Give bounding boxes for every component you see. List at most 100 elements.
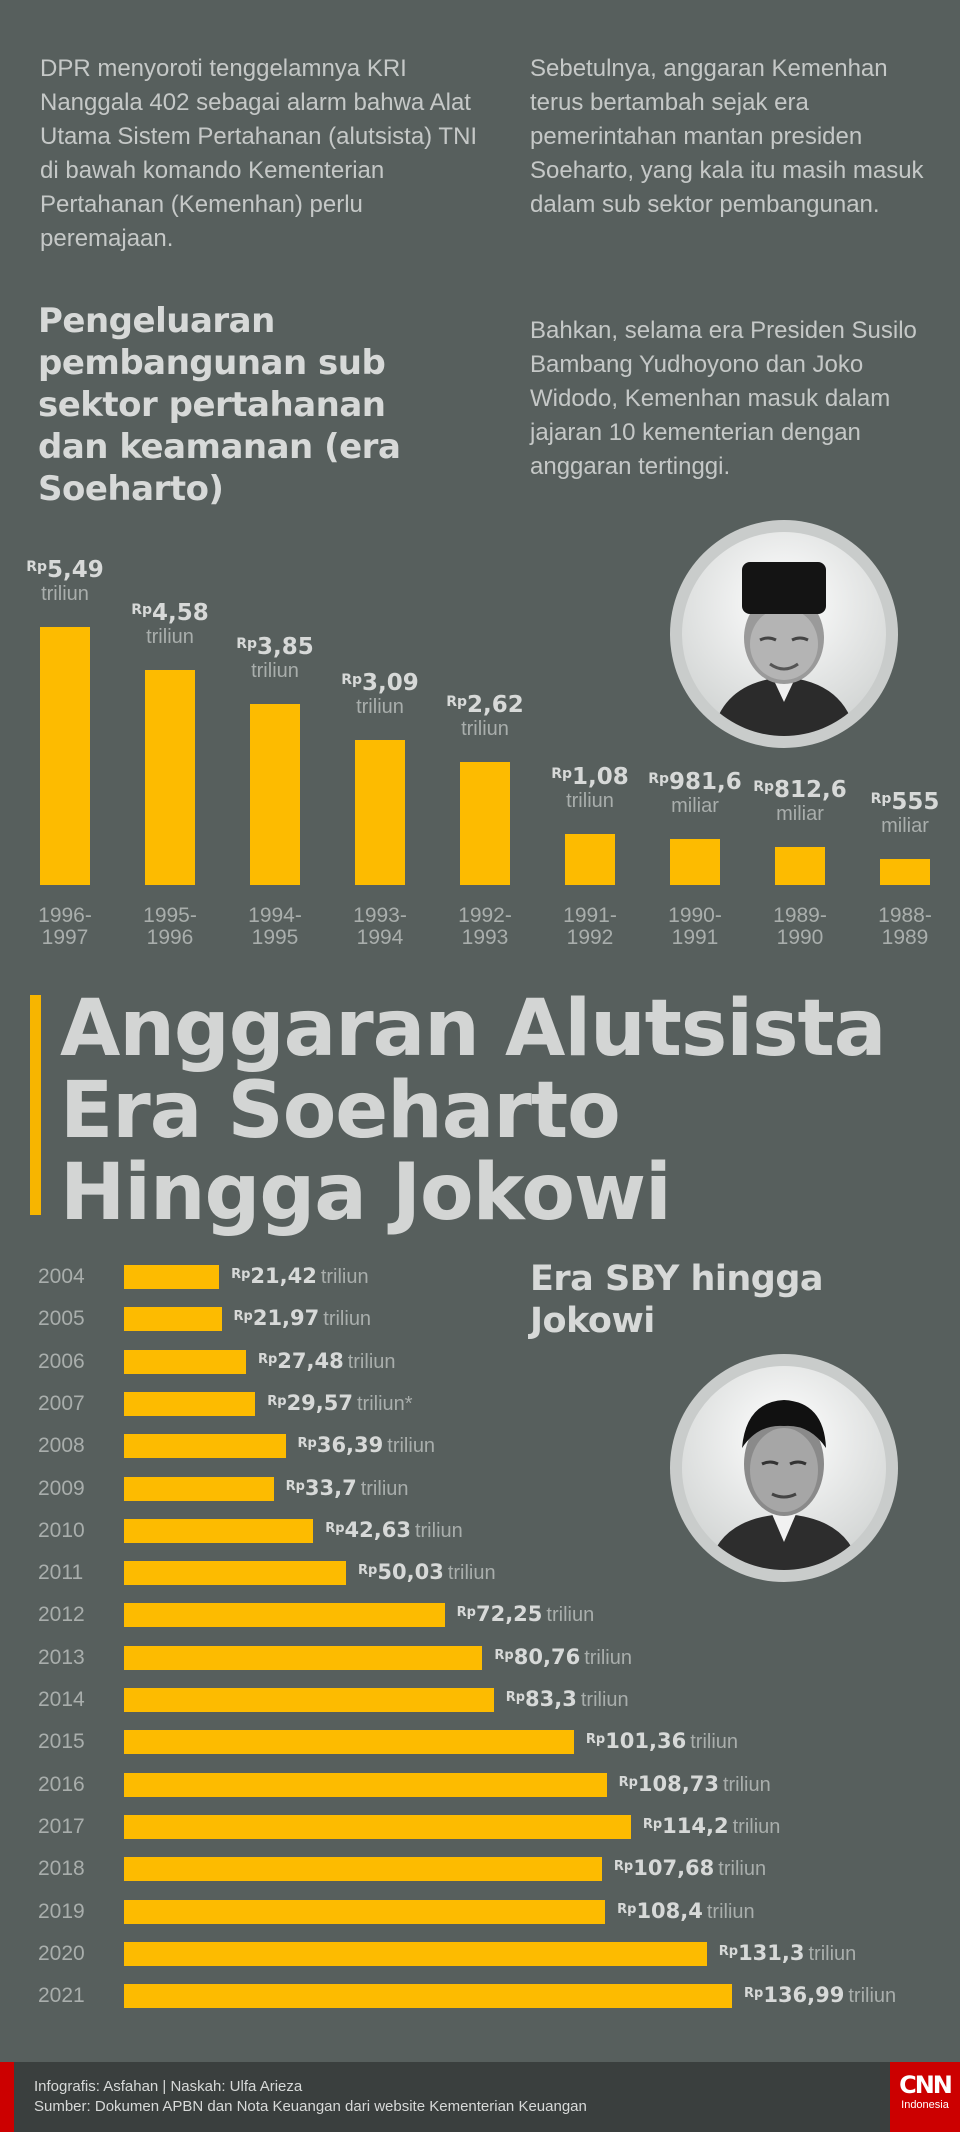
value-text: 812,6	[774, 776, 847, 803]
y-tick-label: 2005	[38, 1307, 85, 1331]
bar-value-label: Rp36,39 triliun	[298, 1432, 436, 1460]
soeharto-portrait	[670, 520, 898, 748]
value-text: 29,57	[286, 1390, 353, 1415]
bar	[250, 704, 300, 885]
unit-text: miliar	[776, 802, 824, 825]
currency-prefix: Rp	[551, 766, 573, 783]
soeharto-bar-chart: Rp5,49 triliun 1996- 1997 Rp4,58 triliun 1995…	[0, 540, 960, 960]
jokowi-portrait	[670, 1354, 898, 1582]
x-tick-label: 1994- 1995	[248, 904, 302, 949]
bar-value-label: Rp42,63 triliun	[325, 1517, 463, 1545]
title-accent-bar	[30, 995, 41, 1215]
currency-prefix: Rp	[236, 636, 258, 653]
bar	[124, 1730, 574, 1755]
bar	[124, 1307, 222, 1332]
y-tick-label: 2018	[38, 1857, 85, 1881]
value-text: 136,99	[763, 1983, 845, 2008]
unit-text: triliun	[732, 1815, 781, 1838]
value-text: 4,58	[152, 599, 209, 626]
unit-text: triliun	[690, 1731, 739, 1754]
value-text: 83,3	[525, 1687, 577, 1711]
unit-text: triliun	[580, 1689, 629, 1711]
unit-text: triliun	[447, 1562, 496, 1585]
bar	[124, 1434, 286, 1459]
bar-value-label: Rp107,68 triliun	[614, 1855, 766, 1883]
bar	[880, 858, 930, 885]
intro-paragraph-left: DPR menyoroti tenggelamnya KRI Nanggala …	[40, 55, 478, 252]
unit-text: miliar	[881, 814, 929, 837]
soeharto-portrait-illustration	[682, 532, 886, 736]
cnn-logo-subtext: Indonesia	[901, 2099, 949, 2111]
value-text: 114,2	[662, 1813, 729, 1838]
bar-value-label: Rp3,85 triliun	[215, 634, 335, 682]
unit-text: triliun	[566, 790, 614, 813]
bar-value-label: Rp1,08 triliun	[530, 764, 650, 812]
currency-prefix: Rp	[358, 1563, 378, 1579]
bar-value-label: Rp21,97 triliun	[234, 1305, 372, 1333]
bar-value-label: Rp114,2 triliun	[643, 1813, 781, 1841]
bar-value-label: Rp812,6 miliar	[740, 777, 860, 825]
y-tick-label: 2008	[38, 1434, 85, 1458]
currency-prefix: Rp	[642, 1816, 663, 1832]
y-tick-label: 2007	[38, 1391, 85, 1415]
bar	[124, 1349, 246, 1374]
value-text: 27,48	[277, 1348, 344, 1373]
value-text: 108,73	[637, 1771, 719, 1796]
currency-prefix: Rp	[233, 1309, 253, 1325]
unit-text: triliun	[360, 1477, 409, 1500]
bar	[460, 761, 510, 885]
bar	[670, 838, 720, 885]
bar-value-label: Rp131,3 triliun	[719, 1940, 857, 1968]
currency-prefix: Rp	[613, 1859, 634, 1875]
y-tick-label: 2021	[38, 1984, 85, 2008]
value-text: 36,39	[316, 1433, 384, 1458]
soeharto-chart-title: Pengeluaran pembangunan sub sektor perta…	[38, 301, 401, 509]
unit-text: triliun	[323, 1308, 372, 1331]
currency-prefix: Rp	[744, 1986, 764, 2002]
currency-prefix: Rp	[26, 559, 48, 575]
currency-prefix: Rp	[285, 1478, 305, 1494]
y-tick-label: 2011	[38, 1561, 84, 1585]
bar	[145, 669, 195, 885]
currency-prefix: Rp	[267, 1393, 287, 1409]
value-text: 21,42	[250, 1264, 317, 1288]
unit-text: triliun	[356, 695, 404, 718]
credit-line: Infografis: Asfahan | Naskah: Ulfa Ariez…	[34, 2078, 303, 2095]
value-text: 42,63	[344, 1517, 411, 1542]
value-text: 5,49	[47, 557, 104, 583]
unit-text: triliun	[320, 1266, 369, 1288]
bar	[124, 1857, 602, 1882]
value-text: 2,62	[467, 691, 524, 718]
bar-value-label: Rp5,49 triliun	[5, 557, 125, 605]
bar-value-label: Rp3,09 triliun	[320, 670, 440, 718]
value-text: 981,6	[669, 768, 742, 795]
currency-prefix: Rp	[325, 1520, 345, 1536]
currency-prefix: Rp	[446, 693, 468, 710]
currency-prefix: Rp	[585, 1732, 606, 1748]
x-tick-label: 1993- 1994	[353, 904, 407, 949]
value-text: 3,09	[362, 669, 419, 696]
value-text: 50,03	[377, 1560, 444, 1585]
bar	[124, 1518, 314, 1543]
value-text: 107,68	[633, 1856, 715, 1881]
bar-value-label: Rp555 miliar	[845, 789, 960, 837]
bar	[124, 1265, 220, 1289]
bar-value-label: Rp50,03 triliun	[358, 1559, 496, 1587]
value-text: 1,08	[572, 764, 629, 791]
bar	[355, 739, 405, 885]
bar	[40, 627, 90, 885]
source-line: Sumber: Dokumen APBN dan Nota Keuangan d…	[34, 2098, 587, 2115]
currency-prefix: Rp	[231, 1267, 251, 1282]
value-text: 80,76	[513, 1644, 581, 1669]
unit-text: triliun	[808, 1942, 857, 1965]
bar-value-label: Rp136,99 triliun	[744, 1982, 896, 2010]
currency-prefix: Rp	[131, 601, 153, 618]
cnn-logo-text: CNN	[899, 2071, 953, 2099]
unit-text: triliun	[546, 1604, 595, 1627]
currency-prefix: Rp	[456, 1605, 476, 1621]
bar-value-label: Rp29,57 triliun*	[267, 1390, 412, 1418]
x-tick-label: 1989- 1990	[773, 904, 827, 949]
bar	[124, 1814, 631, 1839]
currency-prefix: Rp	[257, 1351, 278, 1367]
intro-paragraph-right: Sebetulnya, anggaran Kemenhan terus bert…	[530, 55, 924, 218]
